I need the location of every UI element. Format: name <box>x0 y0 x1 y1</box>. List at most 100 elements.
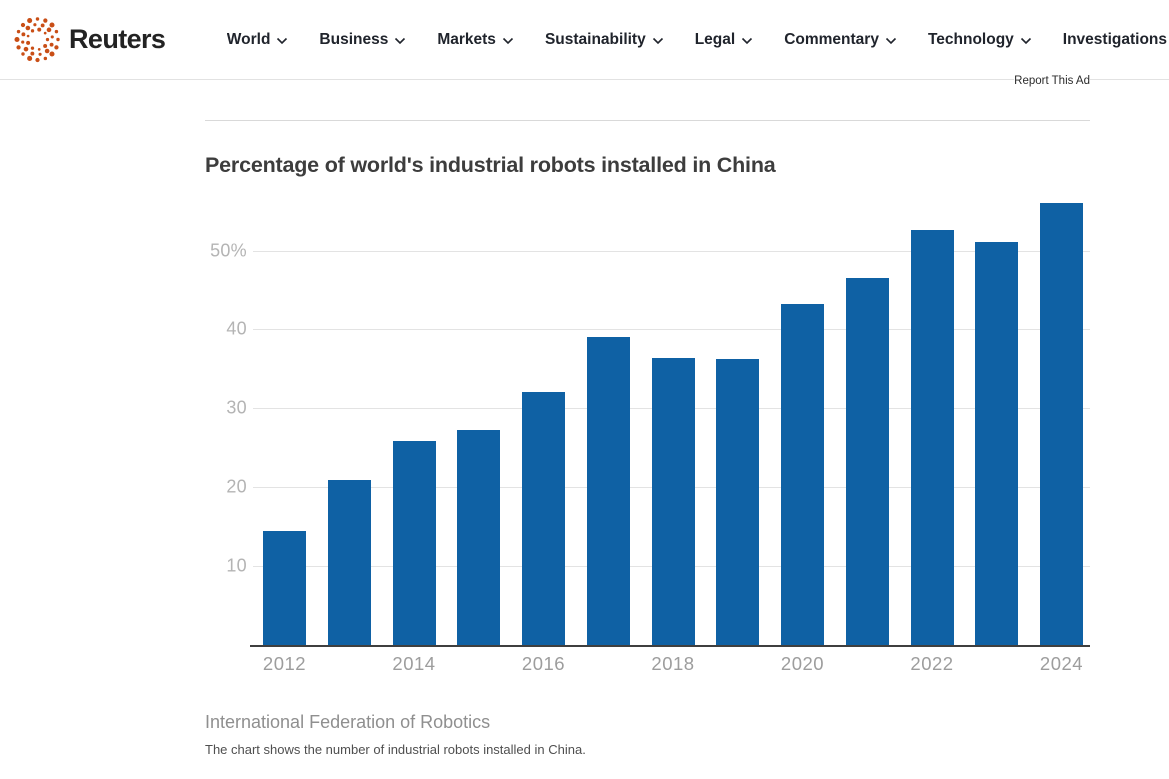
y-axis-label-50: 50% <box>210 240 247 260</box>
nav-item-label: Sustainability <box>544 31 646 48</box>
nav-item-legal[interactable]: Legal <box>695 31 753 49</box>
chart-note: The chart shows the number of industrial… <box>205 742 586 757</box>
logo-dot <box>23 46 29 52</box>
nav-item-label: Investigations <box>1062 31 1167 48</box>
gridline-40 <box>253 329 1090 331</box>
logo-dot <box>44 48 50 54</box>
logo-dot <box>20 22 26 28</box>
nav-item-label: Markets <box>437 31 496 48</box>
logo-dot <box>54 29 59 34</box>
bar-2024 <box>1040 203 1083 645</box>
bar-2022 <box>910 230 954 645</box>
nav-item-world[interactable]: World <box>227 31 289 49</box>
x-axis-label-2024: 2024 <box>1039 653 1084 674</box>
logo-dot <box>54 45 59 50</box>
y-axis-label-20: 20 <box>226 476 247 497</box>
chevron-down-icon <box>277 37 288 45</box>
nav-item-commentary[interactable]: Commentary <box>784 31 897 49</box>
bar-2021 <box>845 278 889 645</box>
logo-dot <box>46 27 52 33</box>
content-divider <box>205 120 1090 121</box>
chevron-down-icon <box>652 37 663 45</box>
bar-chart: 10 20 30 40 50% 2012 2014 2016 2018 2020 2022 2024 <box>205 195 1090 677</box>
nav-item-label: World <box>226 31 271 48</box>
site-header: Reuters World Business Markets Sustainabili… <box>0 0 1169 80</box>
chevron-down-icon <box>742 37 753 45</box>
chevron-down-icon <box>395 37 406 45</box>
nav-item-label: Commentary <box>784 31 879 48</box>
logo-dot <box>38 52 42 56</box>
bar-2023 <box>975 241 1019 645</box>
gridline-50 <box>253 250 1090 252</box>
nav-item-label: Business <box>319 31 389 48</box>
bar-2016 <box>522 391 565 645</box>
logo-dot <box>16 45 21 50</box>
logo-dot <box>43 31 47 35</box>
bar-2019 <box>716 359 760 645</box>
logo-dot <box>49 22 55 28</box>
chart-source: International Federation of Robotics <box>205 712 491 732</box>
x-axis-label-2012: 2012 <box>262 653 307 674</box>
logo-dot <box>37 48 41 51</box>
bar-2012 <box>263 530 306 645</box>
nav-item-investigations[interactable]: Investigations <box>1063 31 1167 49</box>
main-navigation: World Business Markets Sustainability Legal C… <box>227 0 1169 80</box>
logo-dot <box>37 27 42 32</box>
chevron-down-icon <box>885 37 897 45</box>
logo-dot <box>21 52 25 56</box>
bar-2017 <box>586 337 630 645</box>
report-this-ad-link[interactable]: Report This Ad <box>1014 74 1090 89</box>
logo-dot <box>21 32 26 37</box>
nav-item-sustainability[interactable]: Sustainability <box>545 31 664 49</box>
logo-dot <box>26 34 30 38</box>
logo-dot <box>30 51 35 56</box>
logo-dot <box>56 37 60 42</box>
chevron-down-icon <box>502 37 514 45</box>
logo-dot <box>33 23 37 27</box>
logo-dot <box>21 40 25 44</box>
logo-dot <box>14 36 20 43</box>
nav-item-label: Legal <box>694 31 736 48</box>
bar-2014 <box>392 441 436 645</box>
logo-dot <box>45 37 50 42</box>
nav-item-technology[interactable]: Technology <box>928 31 1032 49</box>
x-axis-label-2022: 2022 <box>910 653 954 674</box>
logo-dot <box>43 56 48 61</box>
logo-dot <box>26 40 31 45</box>
brand-name: Reuters <box>69 24 166 54</box>
x-axis-label-2014: 2014 <box>392 653 436 674</box>
bar-2015 <box>457 430 501 645</box>
x-axis-line <box>250 645 1090 647</box>
nav-item-markets[interactable]: Markets <box>437 31 514 49</box>
bar-2018 <box>651 357 695 645</box>
logo-dot <box>25 25 31 31</box>
logo-dot <box>35 57 40 63</box>
bar-2013 <box>327 480 371 645</box>
logo-dot <box>27 55 33 61</box>
logo-dot <box>40 23 45 28</box>
reuters-logo[interactable]: Reuters <box>14 16 166 63</box>
logo-dot <box>35 17 40 21</box>
chart-title: Percentage of world's industrial robots … <box>205 153 776 177</box>
logo-dot <box>30 29 35 33</box>
nav-item-business[interactable]: Business <box>319 31 406 49</box>
logo-dot <box>50 35 54 39</box>
x-axis-label-2018: 2018 <box>651 653 695 674</box>
chevron-down-icon <box>1020 37 1031 45</box>
logo-dot <box>27 18 33 24</box>
y-axis-label-10: 10 <box>226 555 247 576</box>
y-axis-label-30: 30 <box>226 397 247 418</box>
reuters-dotted-circle-icon <box>14 17 60 63</box>
logo-dot <box>16 29 21 34</box>
x-axis-label-2016: 2016 <box>521 653 566 674</box>
nav-item-label: Technology <box>927 31 1014 48</box>
logo-dot <box>43 18 48 23</box>
logo-dot <box>43 43 48 48</box>
logo-dot <box>30 46 35 50</box>
y-axis-label-40: 40 <box>226 318 247 339</box>
x-axis-label-2020: 2020 <box>780 653 825 674</box>
logo-dot <box>49 51 55 57</box>
bar-2020 <box>781 304 824 645</box>
logo-dot <box>49 42 54 47</box>
